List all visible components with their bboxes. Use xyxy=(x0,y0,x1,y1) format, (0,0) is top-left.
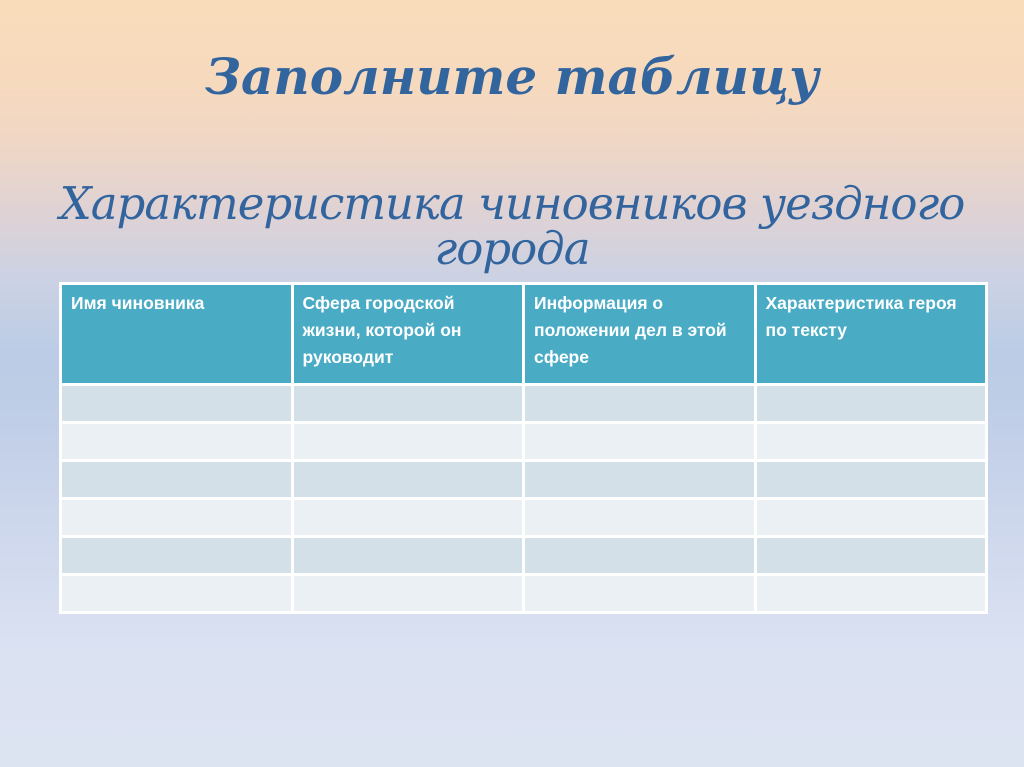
table-cell xyxy=(522,573,757,614)
table-cell xyxy=(753,573,988,614)
table-cell xyxy=(753,421,988,462)
slide-title: Заполните таблицу xyxy=(204,47,820,106)
table-cell xyxy=(290,459,525,500)
table-cell xyxy=(522,383,757,424)
header-cell-official-name: Имя чиновника xyxy=(59,282,294,386)
table-cell xyxy=(59,573,294,614)
officials-table: Имя чиновника Сфера городской жизни, кот… xyxy=(59,282,988,614)
table-cell xyxy=(59,497,294,538)
table-cell xyxy=(290,383,525,424)
table-cell xyxy=(290,573,525,614)
table-cell xyxy=(59,383,294,424)
table-cell xyxy=(522,421,757,462)
table-row xyxy=(59,459,988,500)
table-cell xyxy=(290,421,525,462)
table-row xyxy=(59,573,988,614)
table-cell xyxy=(59,459,294,500)
table-cell xyxy=(290,497,525,538)
table-cell xyxy=(290,535,525,576)
table-cell xyxy=(753,535,988,576)
header-cell-city-life-sphere: Сфера городской жизни, которой он руково… xyxy=(290,282,525,386)
table-row xyxy=(59,535,988,576)
table-row xyxy=(59,497,988,538)
header-cell-character-by-text: Характеристика героя по тексту xyxy=(753,282,988,386)
table-cell xyxy=(753,383,988,424)
table-cell xyxy=(522,497,757,538)
slide-subtitle: Характеристика чиновников уездного город… xyxy=(59,177,991,275)
table-cell xyxy=(522,459,757,500)
table-cell xyxy=(59,421,294,462)
table-cell xyxy=(753,497,988,538)
table-header-row: Имя чиновника Сфера городской жизни, кот… xyxy=(59,282,988,386)
table-row xyxy=(59,383,988,424)
header-cell-state-of-affairs: Информация о положении дел в этой сфере xyxy=(522,282,757,386)
table-row xyxy=(59,421,988,462)
table-cell xyxy=(753,459,988,500)
table-cell xyxy=(522,535,757,576)
table-cell xyxy=(59,535,294,576)
